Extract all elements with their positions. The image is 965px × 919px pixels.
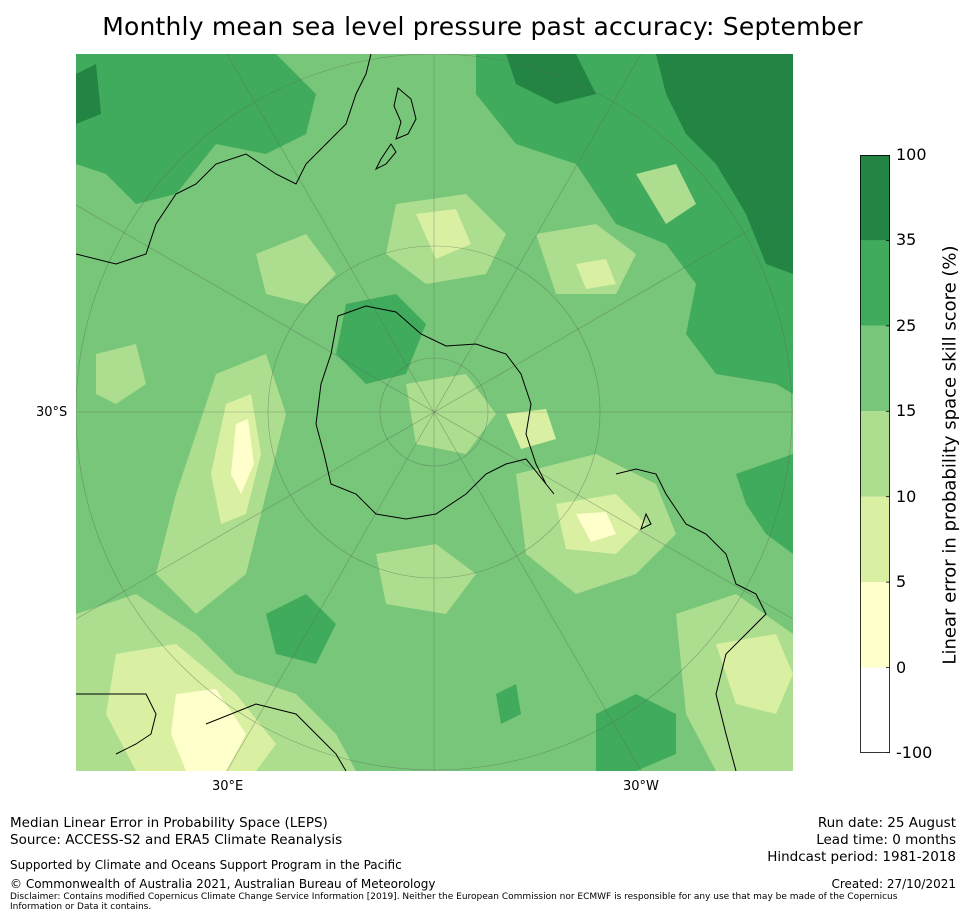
lead-time: Lead time: 0 months	[816, 832, 956, 848]
colorbar-tick-label: 15	[896, 401, 917, 421]
hindcast-period: Hindcast period: 1981-2018	[767, 849, 956, 865]
polar-map	[76, 54, 793, 771]
colorbar-tick-label: -100	[896, 743, 933, 762]
colorbar-label: Linear error in probability space skill …	[939, 245, 961, 665]
colorbar-bin	[860, 496, 890, 583]
run-date: Run date: 25 August	[817, 815, 956, 831]
colorbar-bin	[860, 667, 890, 753]
footer-disclaimer: Disclaimer: Contains modified Copernicus…	[10, 892, 898, 912]
colorbar-tick-label: 0	[896, 657, 907, 677]
lon-label-30e: 30°E	[212, 779, 244, 794]
colorbar-tick-label: 10	[896, 486, 917, 506]
coastlines	[76, 54, 767, 771]
chart-title: Monthly mean sea level pressure past acc…	[102, 12, 863, 41]
skill-regions-0-5	[171, 419, 616, 771]
footer-support: Supported by Climate and Oceans Support …	[10, 858, 402, 872]
colorbar-bin	[860, 325, 890, 412]
colorbar-bin	[860, 411, 890, 497]
colorbar-tick-label: 5	[896, 572, 907, 592]
footer-source: Source: ACCESS-S2 and ERA5 Climate Reana…	[10, 832, 343, 848]
colorbar-tick-label: 35	[896, 230, 917, 250]
colorbar	[860, 155, 890, 753]
footer-description: Median Linear Error in Probability Space…	[10, 815, 328, 831]
colorbar-bin	[860, 155, 890, 241]
lat-label-30s: 30°S	[36, 405, 68, 420]
lon-label-30w: 30°W	[623, 779, 659, 794]
footer-copyright: © Commonwealth of Australia 2021, Austra…	[10, 877, 436, 891]
created-date: Created: 27/10/2021	[831, 877, 956, 891]
colorbar-bin	[860, 240, 890, 326]
colorbar-tick-label: 100	[896, 145, 927, 164]
graticule	[76, 54, 793, 771]
colorbar-bin	[860, 582, 890, 668]
colorbar-tick-label: 25	[896, 315, 917, 335]
